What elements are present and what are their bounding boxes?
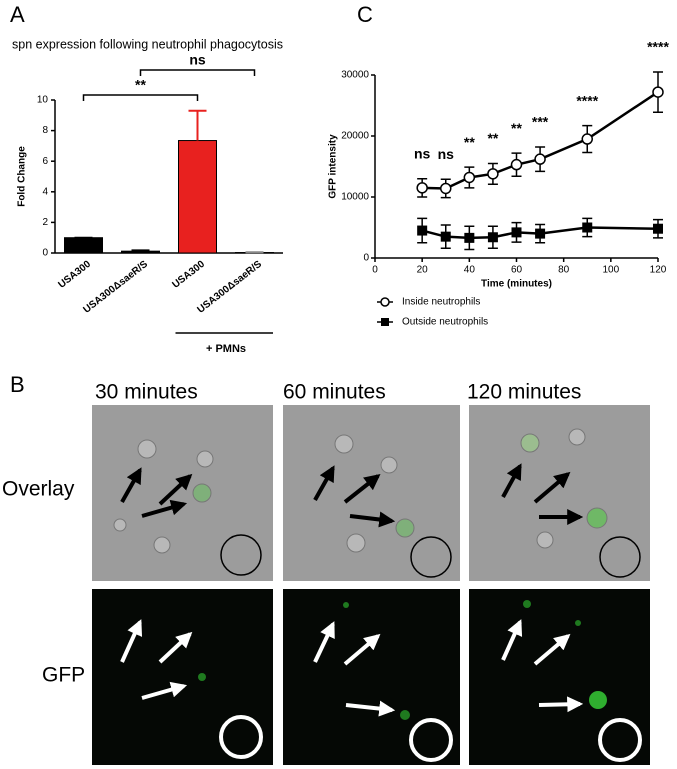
y-axis-label: GFP intensity	[328, 134, 339, 199]
control-circles	[220, 534, 641, 578]
arrows	[120, 463, 584, 528]
point	[582, 222, 593, 233]
group-label: + PMNs	[206, 343, 246, 355]
control-circles	[219, 715, 642, 762]
x-axis-label: Time (minutes)	[481, 279, 552, 290]
point	[510, 158, 523, 171]
x-tick-label: USA300	[56, 259, 93, 291]
y-tick-label: 4	[42, 186, 48, 197]
row-label: GFP	[42, 664, 85, 687]
significance-label: **	[135, 77, 146, 93]
overlay-image	[469, 405, 650, 581]
gfp-signal	[198, 600, 607, 720]
point	[534, 153, 546, 165]
significance-label: ns	[414, 145, 431, 161]
significance-label: ns	[189, 52, 206, 68]
point	[417, 225, 428, 236]
gfp-image	[92, 589, 273, 765]
chart-title: spn expression following neutrophil phag…	[12, 37, 283, 51]
x-tick-label: USA300	[170, 259, 207, 291]
point	[464, 232, 475, 243]
gfp-image	[283, 589, 460, 765]
y-tick-label: 6	[42, 156, 48, 167]
significance-label: ***	[532, 114, 549, 130]
y-tick-label: 0	[42, 248, 48, 259]
micrographs: 30 minutes 60 minutes 120 minutes Overla…	[2, 381, 650, 765]
point	[487, 232, 498, 243]
gfp-image	[469, 589, 650, 765]
x-tick-label: 80	[558, 265, 570, 276]
row-label: Overlay	[2, 478, 75, 501]
x-tick-label: 20	[417, 265, 429, 276]
point	[581, 133, 593, 145]
legend-marker	[380, 297, 390, 307]
legend-label: Outside neutrophils	[402, 317, 488, 328]
bar	[178, 140, 217, 254]
significance-label: **	[464, 134, 475, 150]
point	[487, 168, 499, 180]
bar	[64, 237, 103, 254]
panel-label: B	[10, 372, 25, 397]
arrows	[120, 619, 584, 717]
y-tick-label: 2	[42, 217, 48, 228]
significance-label: ****	[647, 39, 669, 55]
point	[440, 231, 451, 242]
panel-label: A	[10, 2, 25, 27]
point	[463, 171, 476, 184]
y-tick-label: 0	[363, 253, 369, 264]
error-bar	[131, 249, 150, 252]
x-tick-label: 120	[650, 265, 667, 276]
y-axis-label: Fold Change	[17, 146, 28, 207]
bar	[121, 250, 160, 254]
x-tick-label: 40	[464, 265, 476, 276]
significance-label: **	[487, 130, 498, 146]
y-tick-label: 20000	[341, 131, 369, 142]
y-tick-label: 10	[37, 95, 49, 106]
point	[511, 227, 522, 238]
x-tick-label: 60	[511, 265, 523, 276]
y-tick-label: 30000	[341, 70, 369, 81]
significance-bracket	[82, 94, 199, 101]
point	[653, 223, 663, 234]
point	[440, 182, 452, 195]
significance-bracket	[139, 69, 256, 76]
column-label: 60 minutes	[283, 381, 386, 404]
significance-label: ns	[438, 146, 455, 162]
legend-marker	[381, 318, 389, 326]
significance-label: **	[511, 120, 522, 136]
point	[652, 86, 664, 98]
y-tick-label: 8	[42, 125, 48, 136]
x-tick-label: 0	[372, 265, 378, 276]
column-label: 120 minutes	[467, 381, 581, 404]
panel-label: C	[357, 2, 373, 27]
point	[416, 182, 428, 194]
error-bar	[188, 109, 207, 141]
x-tick-label: 100	[602, 265, 619, 276]
column-label: 30 minutes	[95, 381, 198, 404]
cells	[113, 428, 608, 554]
line	[422, 91, 659, 190]
point	[535, 228, 546, 239]
overlay-image	[283, 405, 460, 581]
significance-label: ****	[576, 92, 598, 108]
y-tick-label: 10000	[341, 192, 369, 203]
overlay-image	[92, 405, 273, 581]
legend-label: Inside neutrophils	[402, 297, 480, 308]
